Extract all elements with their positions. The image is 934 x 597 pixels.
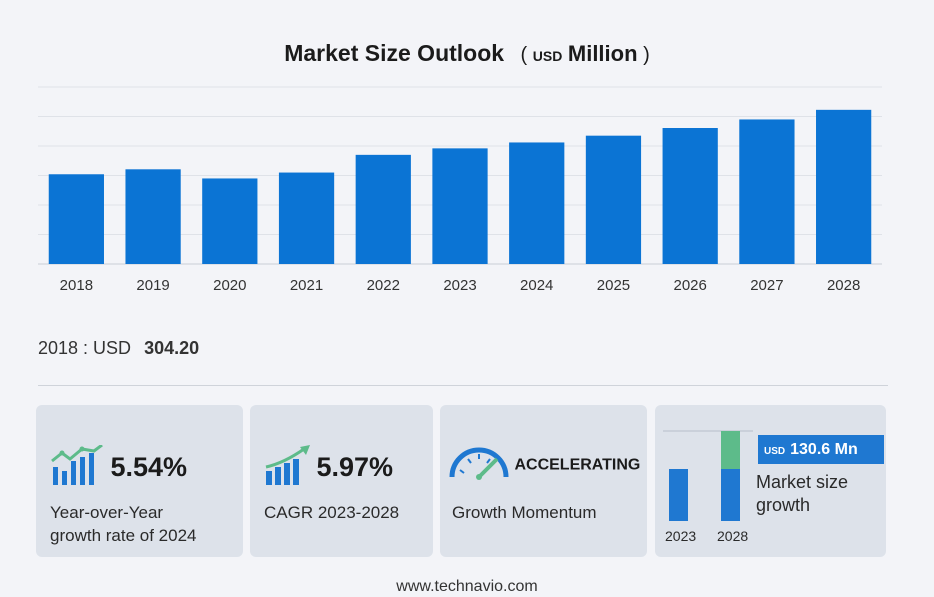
x-tick-label-2022: 2022 [367,277,400,294]
chart-title: Market Size Outlook ( USD Million ) [0,40,934,67]
bar-2028 [816,109,872,264]
growth-badge: USD 130.6 Mn [758,435,884,464]
x-tick-label-2019: 2019 [136,277,169,294]
x-tick-label-2018: 2018 [60,277,93,294]
mini-label-2028: 2028 [717,528,749,544]
divider [38,385,888,386]
yoy-value: 5.54% [110,452,188,482]
mini-label-2023: 2023 [665,528,697,544]
growth-badge-currency: USD [764,446,786,457]
x-tick-label-2020: 2020 [213,277,246,294]
growth-line2: growth [756,495,811,515]
chart-title-unit: ( USD Million ) [520,41,650,66]
unit-close-paren: ) [643,44,650,66]
cagr-head: 5.97% [264,445,393,490]
yoy-head: 5.54% [50,443,188,490]
x-tick-label-2023: 2023 [443,277,476,294]
yoy-text: Year-over-Year growth rate of 2024 [50,501,196,547]
mini-bar-2023 [669,469,688,521]
trend-up-icon [264,445,312,490]
bar-2021 [278,172,335,264]
bar-2023 [432,148,488,264]
growth-mini-chart [663,430,753,521]
base-year-label: 2018 : USD [38,338,132,358]
chart-title-main: Market Size Outlook [284,40,505,66]
bar-2027 [739,119,795,264]
cagr-line1: CAGR 2023-2028 [264,503,400,522]
cagr-text: CAGR 2023-2028 [264,501,399,524]
yoy-card: 5.54% Year-over-Year growth rate of 2024 [36,405,243,557]
growth-badge-amount: 130.6 Mn [790,441,858,458]
base-year-value: 2018 : USD 304.20 [38,338,199,359]
momentum-head: ACCELERATING [448,445,640,486]
x-tick-label-2021: 2021 [290,277,323,294]
x-tick-label-2027: 2027 [750,277,783,294]
growth-card [655,405,886,557]
x-tick-label-2024: 2024 [520,277,553,294]
base-year-amount: 304.20 [144,338,200,358]
bar-chart: 2018 2019 2020 2021 2022 2023 2024 2025 2026 2027… [38,86,882,294]
unit-currency: USD [532,48,563,64]
unit-scale: Million [567,41,638,66]
gauge-icon [448,445,510,486]
mini-bar-2028-base [721,469,740,521]
x-tick-label-2028: 2028 [827,277,860,294]
bar-2026 [662,128,718,264]
bar-2024 [509,142,565,264]
x-tick-label-2026: 2026 [673,277,706,294]
mini-bar-2028-growth [721,431,740,469]
momentum-text: Growth Momentum [452,501,597,524]
x-tick-label-2025: 2025 [597,277,630,294]
bar-2018 [48,174,104,264]
cagr-value: 5.97% [316,452,394,482]
growth-text: Market size growth [756,471,848,517]
growth-bars-icon [50,443,106,490]
bar-2019 [125,169,181,264]
bar-2020 [202,178,258,264]
unit-open-paren: ( [520,44,528,66]
yoy-line1: Year-over-Year [50,503,164,522]
growth-line1: Market size [756,472,849,492]
bar-2025 [585,135,642,264]
bar-2022 [355,154,411,264]
momentum-line1: Growth Momentum [452,503,597,522]
momentum-value: ACCELERATING [514,456,641,474]
footer-url[interactable]: www.technavio.com [396,578,538,595]
momentum-card: ACCELERATING Growth Momentum [440,405,647,557]
yoy-line2: growth rate of 2024 [50,526,197,545]
cagr-card: 5.97% CAGR 2023-2028 [250,405,433,557]
